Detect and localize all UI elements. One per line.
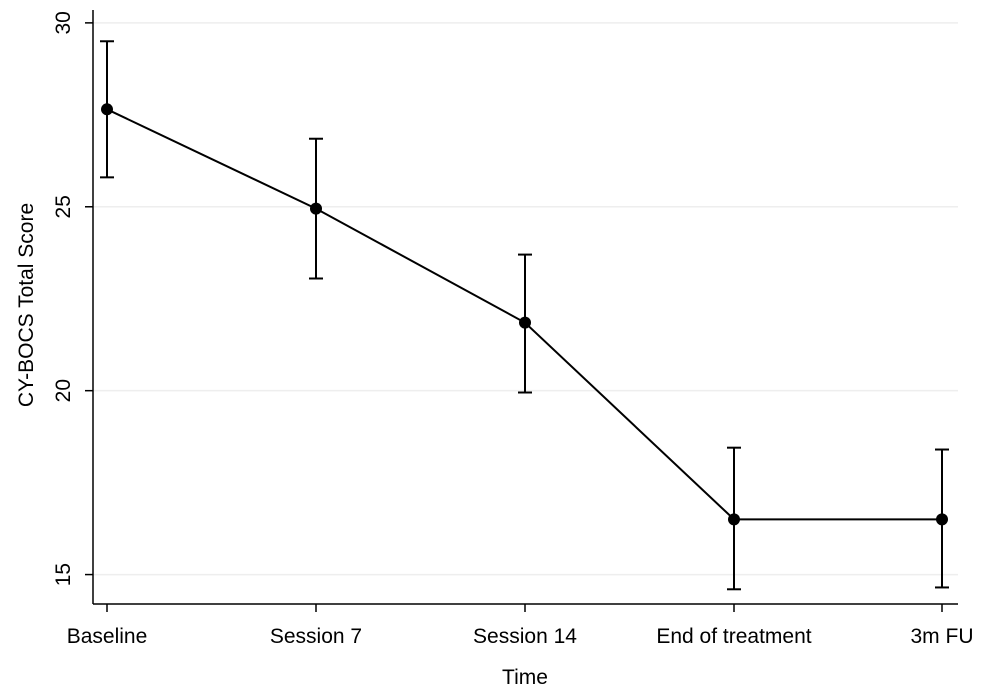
axes: 15 20 25 30 Baseline Session 7 Session 14 End o… [52, 10, 974, 648]
data-point [728, 513, 740, 526]
x-tick-label: Session 7 [270, 625, 362, 648]
x-tick-label: 3m FU [911, 625, 974, 648]
data-point [101, 103, 113, 116]
x-axis-label: Time [502, 666, 548, 689]
data-point [936, 513, 948, 526]
y-tick-label: 15 [52, 563, 75, 586]
data-point [310, 202, 322, 215]
grid-lines [93, 22, 958, 576]
data-point [519, 316, 531, 329]
y-tick-label: 25 [52, 195, 75, 218]
y-tick-label: 20 [52, 379, 75, 402]
x-tick-label: Baseline [67, 625, 148, 648]
data-series [100, 40, 949, 591]
x-tick-label: Session 14 [473, 625, 577, 648]
x-tick-label: End of treatment [656, 625, 811, 648]
y-tick-label: 30 [52, 11, 75, 34]
y-axis-label: CY-BOCS Total Score [15, 203, 38, 407]
